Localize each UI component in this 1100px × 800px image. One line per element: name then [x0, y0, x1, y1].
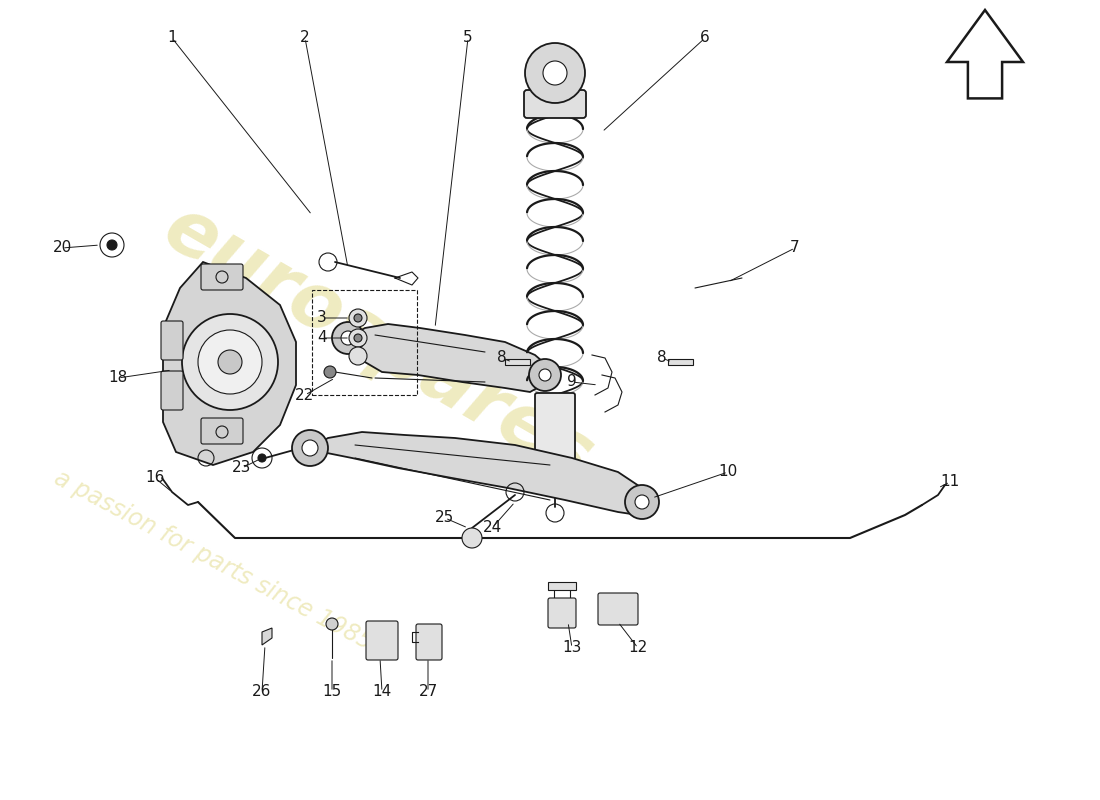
Text: 25: 25 — [436, 510, 454, 526]
Circle shape — [462, 528, 482, 548]
Bar — [312, 290, 417, 395]
Circle shape — [218, 350, 242, 374]
Text: 11: 11 — [940, 474, 959, 490]
Circle shape — [635, 495, 649, 509]
Circle shape — [198, 330, 262, 394]
Text: 13: 13 — [562, 641, 582, 655]
FancyBboxPatch shape — [548, 598, 576, 628]
Bar — [505, 359, 530, 365]
Text: 12: 12 — [628, 641, 648, 655]
Circle shape — [182, 314, 278, 410]
Text: 16: 16 — [145, 470, 165, 486]
Text: 10: 10 — [718, 465, 738, 479]
Text: 23: 23 — [232, 461, 252, 475]
Circle shape — [349, 347, 367, 365]
Circle shape — [100, 233, 124, 257]
Circle shape — [326, 618, 338, 630]
Circle shape — [539, 369, 551, 381]
Circle shape — [302, 440, 318, 456]
Polygon shape — [163, 262, 296, 465]
Text: 8: 8 — [497, 350, 507, 366]
Text: 15: 15 — [322, 685, 342, 699]
Bar — [548, 582, 576, 590]
Polygon shape — [342, 324, 550, 392]
FancyBboxPatch shape — [416, 624, 442, 660]
Circle shape — [354, 314, 362, 322]
Circle shape — [543, 61, 566, 85]
FancyBboxPatch shape — [201, 418, 243, 444]
Circle shape — [354, 334, 362, 342]
Text: eurospares: eurospares — [150, 190, 605, 496]
Circle shape — [324, 366, 336, 378]
Circle shape — [349, 329, 367, 347]
Text: 7: 7 — [790, 241, 800, 255]
Text: 14: 14 — [373, 685, 392, 699]
Circle shape — [107, 240, 117, 250]
Polygon shape — [308, 432, 648, 515]
FancyBboxPatch shape — [161, 321, 183, 360]
Circle shape — [292, 430, 328, 466]
Text: 4: 4 — [317, 330, 327, 346]
FancyBboxPatch shape — [598, 593, 638, 625]
Text: 27: 27 — [418, 685, 438, 699]
Circle shape — [349, 309, 367, 327]
Text: 26: 26 — [252, 685, 272, 699]
Text: 3: 3 — [317, 310, 327, 326]
Text: 9: 9 — [568, 374, 576, 390]
Text: 24: 24 — [483, 521, 502, 535]
FancyBboxPatch shape — [201, 264, 243, 290]
Text: 2: 2 — [300, 30, 310, 46]
Text: 8: 8 — [657, 350, 667, 366]
Text: 1: 1 — [167, 30, 177, 46]
Text: 5: 5 — [463, 30, 473, 46]
Circle shape — [258, 454, 266, 462]
Polygon shape — [262, 628, 272, 645]
Text: a passion for parts since 1985: a passion for parts since 1985 — [50, 466, 376, 655]
Text: 18: 18 — [109, 370, 128, 386]
FancyBboxPatch shape — [161, 371, 183, 410]
Circle shape — [529, 359, 561, 391]
FancyBboxPatch shape — [524, 90, 586, 118]
Circle shape — [332, 322, 364, 354]
Circle shape — [525, 43, 585, 103]
Text: 22: 22 — [296, 387, 315, 402]
Text: 20: 20 — [53, 241, 72, 255]
Bar — [668, 359, 693, 365]
Text: 6: 6 — [700, 30, 710, 46]
Circle shape — [625, 485, 659, 519]
FancyBboxPatch shape — [535, 393, 575, 482]
FancyBboxPatch shape — [366, 621, 398, 660]
Circle shape — [341, 331, 355, 345]
